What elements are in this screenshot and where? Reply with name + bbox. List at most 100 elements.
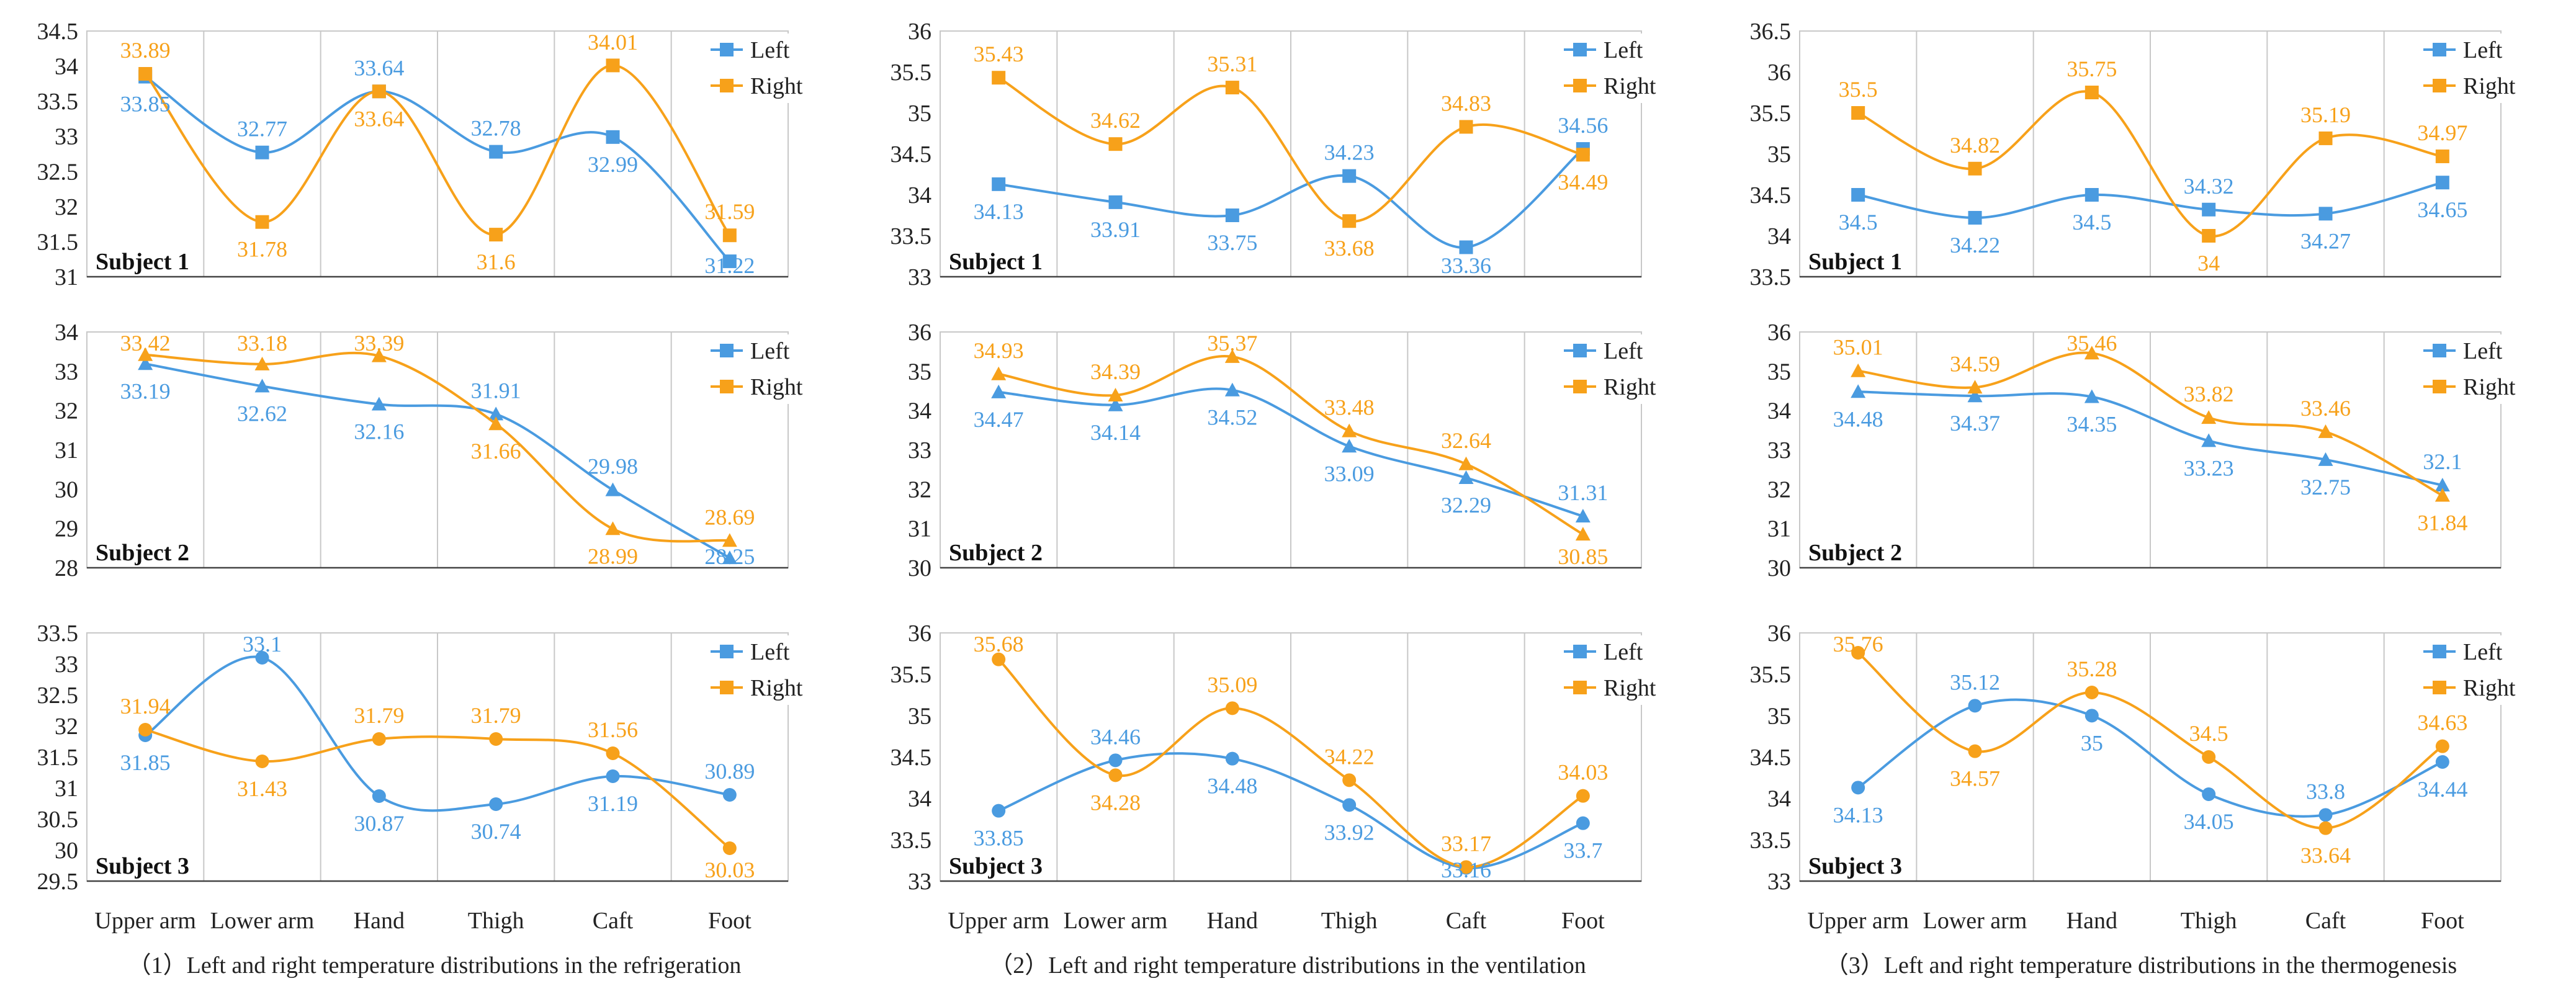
chart-3-1: 33.5 34 34.5 35 35.5 36 36.5 Subject 1 35.5 34.5 3… [1750, 19, 2551, 290]
data-point-right [2318, 821, 2333, 835]
series-line-left [998, 752, 1584, 869]
data-label-right: 34.63 [2417, 710, 2467, 735]
legend-label-right: Right [750, 374, 803, 400]
data-point-left [1108, 753, 1123, 768]
legend-marker-left [720, 43, 734, 56]
y-tick-label: 32.5 [37, 683, 79, 709]
y-tick-label: 29.5 [37, 869, 79, 895]
data-label-left: 34.32 [2184, 174, 2234, 199]
legend-label-left: Left [2463, 639, 2503, 665]
y-tick-label: 30 [908, 555, 931, 581]
data-label-right: 34 [2197, 251, 2220, 276]
data-point-left [1342, 169, 1357, 183]
data-label-left: 33.85 [120, 92, 171, 117]
data-label-left: 35.12 [1950, 670, 2000, 694]
y-tick-label: 34 [55, 54, 78, 80]
data-point-left [2435, 176, 2449, 190]
data-point-left [255, 145, 269, 159]
series-line-right [145, 351, 730, 543]
y-tick-label: 34 [1767, 398, 1791, 424]
y-tick-label: 35.5 [1750, 101, 1792, 127]
data-point-right [489, 732, 503, 746]
data-label-left: 32.78 [471, 116, 521, 141]
data-point-right [1224, 349, 1240, 363]
data-label-right: 32.64 [1441, 428, 1491, 453]
data-label-right: 34.83 [1441, 91, 1491, 115]
data-point-right [2202, 229, 2216, 243]
chart-2-1: 33 33.5 34 34.5 35 35.5 36 Subject 1 35.43 34.13 3… [891, 19, 1691, 290]
data-label-left: 34.35 [2067, 412, 2117, 437]
data-point-right [138, 723, 153, 737]
y-tick-label: 33 [1767, 869, 1791, 895]
data-label-left: 33.1 [243, 632, 282, 656]
data-point-right [722, 533, 737, 547]
subject-label: Subject 1 [949, 249, 1043, 275]
chart-1-3: 29.5 30 30.5 31 31.5 32 32.5 33 33.5 Subject 3 31.… [37, 620, 838, 934]
data-label-right: 34.22 [1324, 744, 1375, 769]
data-point-left [1225, 208, 1239, 222]
data-label-left: 31.31 [1558, 480, 1608, 505]
data-label-left: 32.16 [354, 419, 404, 444]
data-label-right: 31.59 [704, 199, 755, 224]
data-label-right: 33.42 [120, 331, 171, 356]
data-point-right [991, 366, 1007, 380]
data-point-right [255, 215, 269, 229]
data-label-left: 32.75 [2300, 475, 2351, 500]
data-point-left [489, 797, 503, 811]
legend: Left Right [704, 635, 838, 705]
legend: Left Right [2417, 34, 2551, 103]
subject-label: Subject 3 [949, 853, 1043, 879]
data-point-right [254, 356, 270, 370]
data-label-left: 33.19 [120, 379, 171, 403]
data-point-left [1575, 509, 1591, 523]
y-tick-label: 34.5 [37, 19, 79, 45]
data-label-left: 31.22 [704, 253, 755, 278]
data-label-left: 34.13 [974, 199, 1024, 224]
data-point-left [1108, 397, 1123, 411]
data-point-right [606, 58, 620, 73]
data-point-left [2202, 787, 2216, 801]
subject-label: Subject 2 [96, 540, 189, 566]
legend-marker-left [1573, 344, 1587, 357]
category-label: Caft [1446, 908, 1487, 934]
data-label-left: 33.91 [1090, 217, 1141, 242]
data-label-right: 34.28 [1090, 790, 1141, 815]
data-point-right [488, 416, 504, 431]
y-tick-label: 34.5 [891, 141, 932, 168]
data-point-left [254, 379, 270, 393]
data-label-right: 34.59 [1950, 351, 2000, 376]
legend-label-left: Left [750, 639, 790, 665]
data-point-left [2318, 808, 2333, 822]
y-tick-label: 36 [1767, 620, 1791, 647]
y-tick-label: 32 [1767, 477, 1791, 503]
legend-marker-right [1573, 681, 1587, 694]
data-point-left [2202, 202, 2216, 217]
data-label-left: 34.14 [1090, 420, 1141, 445]
y-tick-label: 30 [55, 477, 78, 503]
y-tick-label: 32 [55, 714, 78, 740]
data-point-right [2435, 739, 2449, 753]
legend-marker-left [720, 344, 734, 357]
category-label: Hand [2067, 908, 2117, 934]
data-point-right [1459, 860, 1473, 874]
data-point-left [1225, 751, 1239, 766]
data-label-right: 33.46 [2300, 396, 2351, 421]
category-label: Lower arm [210, 908, 315, 934]
data-point-right [1108, 387, 1123, 401]
data-label-left: 34.05 [2184, 809, 2234, 834]
category-label: Foot [2421, 908, 2464, 934]
data-point-left [2085, 188, 2099, 202]
y-tick-label: 34 [908, 786, 931, 812]
data-label-left: 33.75 [1207, 230, 1257, 255]
data-point-right [2085, 686, 2099, 699]
data-point-left [992, 177, 1006, 191]
data-point-left [1342, 798, 1357, 812]
y-tick-label: 30 [1767, 555, 1791, 581]
data-point-right [2435, 488, 2450, 502]
data-label-right: 30.85 [1558, 544, 1608, 569]
y-tick-label: 34 [908, 398, 931, 424]
data-label-left: 30.74 [471, 819, 521, 844]
chart-2-3: 33 33.5 34 34.5 35 35.5 36 Subject 3 35.68 33.85 3… [891, 620, 1691, 934]
category-label: Upper arm [948, 908, 1049, 934]
data-label-right: 33.48 [1324, 395, 1375, 420]
